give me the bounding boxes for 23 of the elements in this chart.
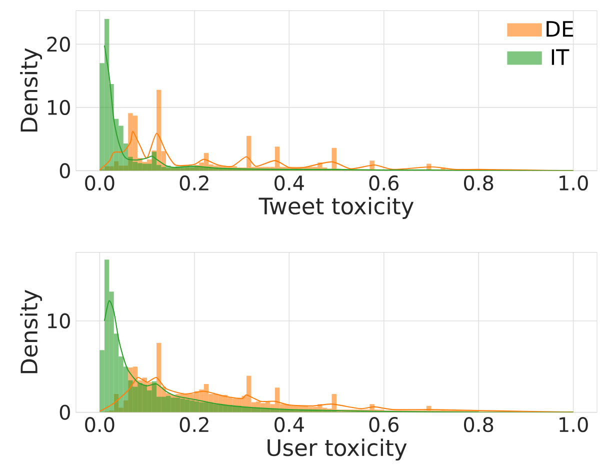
x-tick-label: 0.8 [464, 175, 494, 191]
x-tick-label: 0.2 [180, 175, 208, 191]
legend-label: DE [546, 21, 574, 37]
y-tick-label: 0 [60, 404, 70, 420]
x-tick-label: 0.4 [274, 175, 304, 191]
x-tick-label: 0.4 [274, 417, 304, 432]
y-tick-label: 10 [48, 313, 70, 328]
x-tick-label: 0.6 [369, 175, 398, 191]
x-tick-label: 1.0 [560, 417, 588, 432]
x-axis-title: Tweet toxicity [258, 197, 414, 219]
x-tick-label: 0.8 [464, 417, 494, 432]
legend-label: IT [552, 49, 570, 65]
y-axis-title: Density [20, 290, 42, 374]
y-axis-title: Density [20, 48, 42, 132]
x-tick-label: 1.0 [560, 175, 588, 191]
y-tick-label: 20 [47, 36, 70, 52]
x-axis-title: User toxicity [268, 438, 407, 461]
y-tick-label: 10 [48, 100, 70, 116]
x-tick-label: 0.2 [180, 417, 208, 432]
x-tick-label: 0.0 [85, 175, 114, 191]
x-tick-label: 0.6 [369, 417, 398, 432]
x-tick-label: 0.0 [85, 417, 114, 432]
y-tick-label: 0 [60, 163, 70, 178]
